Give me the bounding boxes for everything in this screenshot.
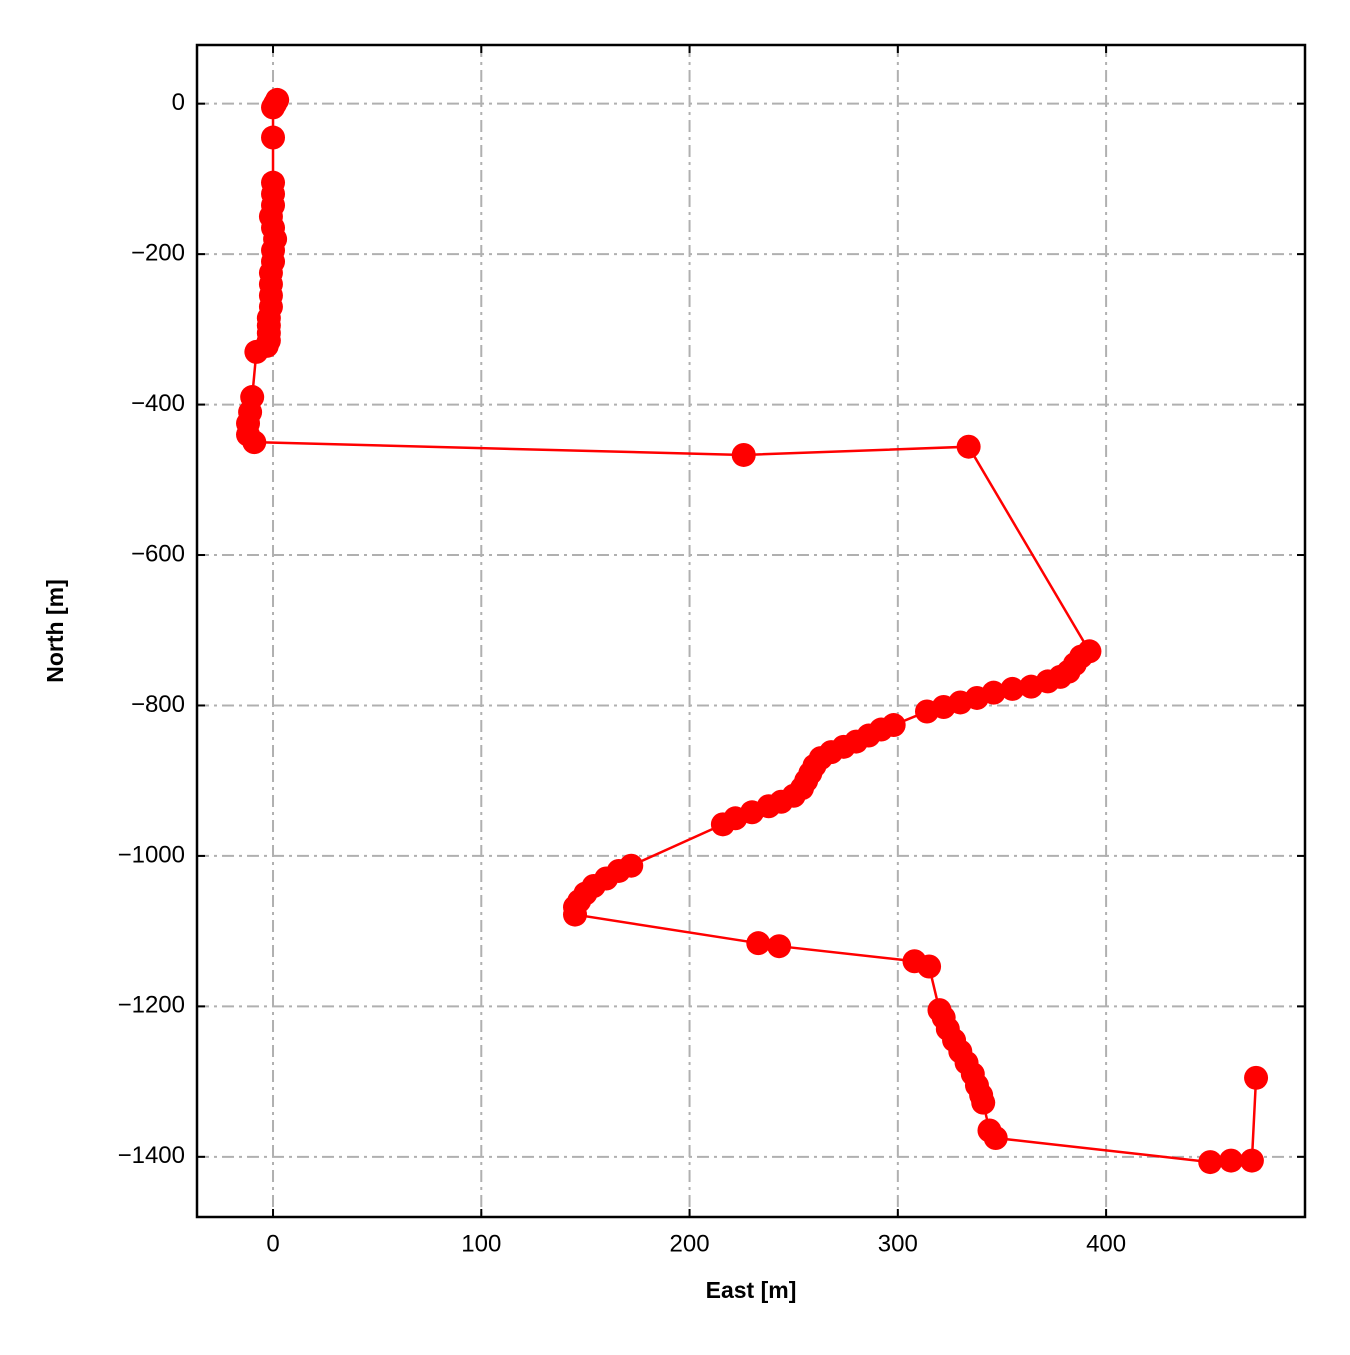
point [242,430,267,455]
point [731,442,756,467]
point [1019,674,1044,699]
y-tick-label: −1200 [118,992,185,1019]
point [983,1126,1008,1151]
point [1244,1065,1269,1090]
point [261,125,286,150]
point [914,699,939,724]
x-axis-label: East [m] [706,1277,797,1303]
x-tick-label: 0 [266,1230,279,1257]
point [563,902,588,927]
point [244,339,269,364]
point [971,1090,996,1115]
x-tick-label: 200 [670,1230,710,1257]
x-tick-label: 400 [1086,1230,1126,1257]
point [1239,1148,1264,1173]
point [767,934,792,959]
point [261,95,286,120]
point [1219,1148,1244,1173]
y-tick-label: −800 [131,691,185,718]
point [710,812,735,837]
y-tick-label: −1400 [118,1142,185,1169]
plot-frame [195,43,1307,1219]
point [1198,1150,1223,1175]
y-tick-label: 0 [172,89,185,116]
x-tick-label: 100 [461,1230,501,1257]
point [1000,676,1025,701]
y-axis-label: North [m] [42,579,68,682]
y-tick-label: −1000 [118,841,185,868]
point [956,434,981,459]
line [246,99,1258,1164]
y-tick-label: −600 [131,540,185,567]
x-tick-label: 300 [878,1230,918,1257]
y-tick-label: −200 [131,239,185,266]
point [917,954,942,979]
y-tick-label: −400 [131,390,185,417]
point [746,931,771,956]
